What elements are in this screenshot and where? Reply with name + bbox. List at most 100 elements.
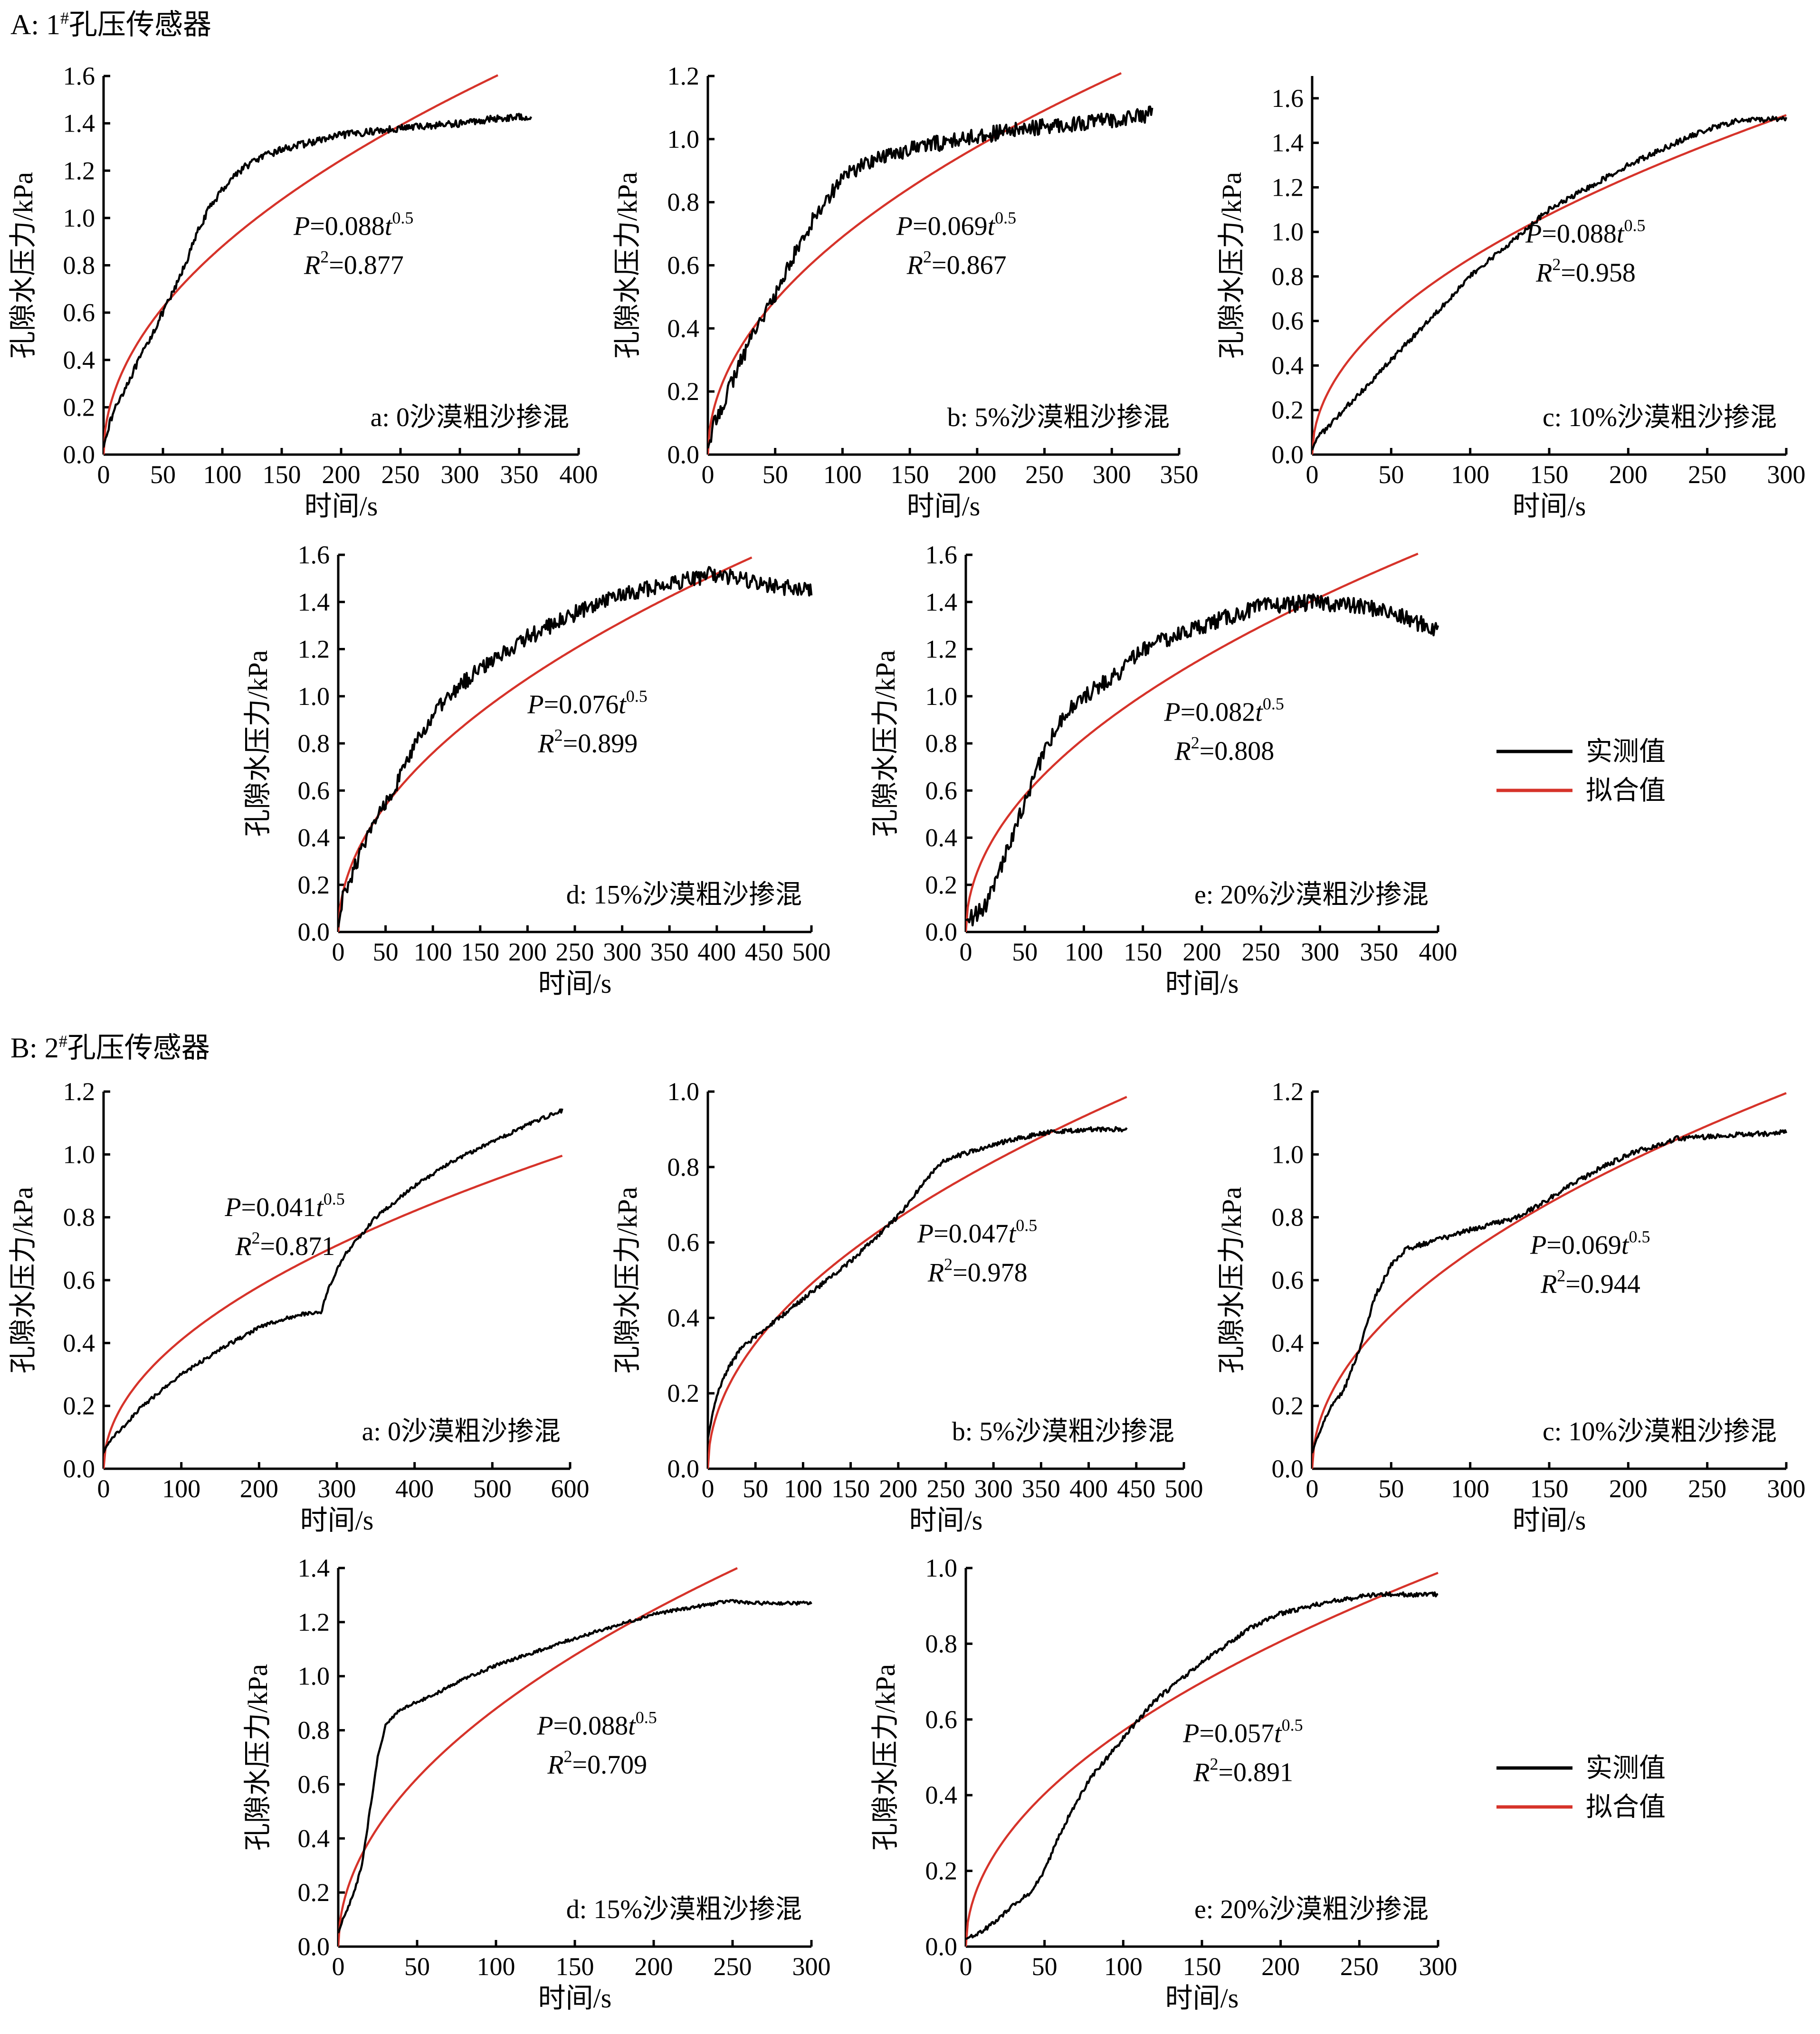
y-tick-label: 0.4 — [667, 1303, 700, 1332]
y-tick-label: 0.0 — [298, 918, 330, 946]
x-tick-label: 300 — [1301, 938, 1339, 966]
x-tick-label: 0 — [960, 938, 972, 966]
x-tick-label: 350 — [1160, 460, 1199, 489]
y-tick-label: 1.2 — [298, 635, 330, 664]
y-tick-label: 1.2 — [925, 635, 958, 664]
y-tick-label: 1.4 — [298, 588, 330, 616]
measured-line — [337, 566, 813, 928]
x-tick-label: 250 — [381, 460, 420, 489]
y-tick-label: 1.4 — [63, 109, 95, 138]
x-tick-label: 600 — [551, 1474, 590, 1503]
y-tick-label: 0.6 — [1272, 307, 1304, 335]
x-axis-title: 时间/s — [907, 491, 981, 522]
x-tick-label: 250 — [1688, 1474, 1726, 1503]
fit-equation: P=0.069t0.5 — [896, 209, 1016, 241]
x-tick-label: 50 — [1012, 938, 1038, 966]
fit-equation: P=0.076t0.5 — [527, 686, 647, 719]
y-axis-title: 孔隙水压力/kPa — [870, 650, 901, 836]
y-tick-label: 0.4 — [1272, 1329, 1304, 1357]
x-tick-label: 350 — [650, 938, 689, 966]
measured-line — [965, 1591, 1439, 1940]
y-tick-label: 1.0 — [63, 1140, 95, 1169]
x-tick-label: 200 — [1609, 1474, 1648, 1503]
section-title-a: A: 1#孔压传感器 — [10, 9, 211, 40]
x-tick-label: 0 — [97, 1474, 110, 1503]
measured-line — [102, 113, 533, 448]
x-tick-label: 400 — [395, 1474, 434, 1503]
x-tick-label: 100 — [1451, 460, 1489, 489]
measured-line — [965, 593, 1439, 927]
y-tick-label: 0.6 — [63, 1266, 95, 1294]
x-axis-title: 时间/s — [909, 1505, 983, 1536]
fit-r-squared: R2=0.958 — [1535, 255, 1636, 288]
legend-measured-label: 实测值 — [1586, 1754, 1666, 1783]
x-tick-label: 250 — [927, 1474, 965, 1503]
x-tick-label: 50 — [373, 938, 399, 966]
panel-label: a: 0沙漠粗沙掺混 — [362, 1417, 561, 1446]
x-axis-title: 时间/s — [1513, 1505, 1586, 1536]
x-tick-label: 500 — [473, 1474, 512, 1503]
x-tick-label: 200 — [508, 938, 547, 966]
x-tick-label: 200 — [1183, 938, 1221, 966]
y-tick-label: 0.2 — [298, 871, 330, 899]
fit-equation: P=0.088t0.5 — [1525, 216, 1645, 249]
y-tick-label: 0.8 — [63, 1203, 95, 1232]
x-tick-label: 0 — [960, 1952, 972, 1981]
x-tick-label: 200 — [879, 1474, 917, 1503]
y-tick-label: 0.0 — [667, 440, 700, 469]
x-tick-label: 150 — [263, 460, 301, 489]
legend-b: 实测值 拟合值 — [1496, 1754, 1666, 1822]
y-tick-label: 1.2 — [63, 156, 95, 185]
y-tick-label: 0.8 — [925, 1629, 958, 1658]
y-tick-label: 0.0 — [1272, 440, 1304, 469]
y-tick-label: 1.2 — [1272, 1077, 1304, 1106]
y-tick-label: 0.0 — [925, 1932, 958, 1961]
x-axis-title: 时间/s — [538, 1983, 612, 2014]
x-tick-label: 150 — [1124, 938, 1162, 966]
y-tick-label: 0.2 — [1272, 1392, 1304, 1420]
y-tick-label: 0.6 — [925, 776, 958, 805]
x-tick-label: 200 — [1261, 1952, 1300, 1981]
y-tick-label: 1.4 — [925, 588, 958, 616]
y-tick-label: 0.2 — [667, 377, 700, 406]
x-axis-title: 时间/s — [305, 491, 378, 522]
y-tick-label: 0.4 — [667, 314, 700, 342]
legend-measured-label: 实测值 — [1586, 737, 1666, 767]
y-tick-label: 0.4 — [298, 824, 330, 852]
y-axis-title: 孔隙水压力/kPa — [242, 650, 273, 836]
y-tick-label: 1.0 — [298, 682, 330, 711]
fit-equation: P=0.088t0.5 — [293, 209, 413, 241]
x-tick-label: 350 — [500, 460, 539, 489]
fitted-line — [966, 552, 1419, 932]
y-tick-label: 0.2 — [63, 393, 95, 421]
x-tick-label: 450 — [1117, 1474, 1155, 1503]
x-tick-label: 100 — [784, 1474, 822, 1503]
chart-panel-b-a: 0.0 0.2 0.4 0.6 0.8 1.0 1.2 0 100 200 300 400 500 600… — [8, 1077, 590, 1536]
y-tick-label: 0.2 — [925, 871, 958, 899]
y-axis-title: 孔隙水压力/kPa — [870, 1664, 901, 1851]
x-tick-label: 400 — [697, 938, 736, 966]
y-tick-label: 1.0 — [1272, 218, 1304, 246]
fitted-line — [338, 556, 753, 932]
fit-r-squared: R2=0.871 — [235, 1228, 335, 1261]
y-tick-label: 1.2 — [298, 1608, 330, 1636]
x-tick-label: 250 — [556, 938, 594, 966]
x-tick-label: 300 — [792, 1952, 831, 1981]
y-tick-label: 0.2 — [1272, 396, 1304, 424]
x-tick-label: 400 — [560, 460, 598, 489]
chart-panel-b-b: 0.0 0.2 0.4 0.6 0.8 1.0 0 50 100 150 200 250 300 350 4… — [612, 1077, 1203, 1536]
x-tick-label: 150 — [831, 1474, 870, 1503]
x-tick-label: 300 — [1419, 1952, 1458, 1981]
y-tick-label: 0.2 — [667, 1379, 700, 1407]
x-tick-label: 0 — [332, 1952, 345, 1981]
fitted-line — [104, 1154, 563, 1469]
chart-panels: 0.0 0.2 0.4 0.6 0.8 1.0 1.2 1.4 1.6 0 50 100 150 200 2… — [8, 62, 1806, 2014]
x-axis-title: 时间/s — [538, 968, 612, 999]
y-tick-label: 1.6 — [925, 541, 958, 569]
x-tick-label: 150 — [461, 938, 499, 966]
fit-r-squared: R2=0.899 — [537, 725, 638, 758]
y-tick-label: 1.2 — [1272, 173, 1304, 201]
x-tick-label: 100 — [414, 938, 452, 966]
chart-panel-a-c: 0.0 0.2 0.4 0.6 0.8 1.0 1.2 1.4 1.6 0 50 100 150 200 2… — [1216, 76, 1806, 522]
chart-panel-b-c: 0.0 0.2 0.4 0.6 0.8 1.0 1.2 0 50 100 150 200 250 300 时… — [1216, 1077, 1806, 1536]
